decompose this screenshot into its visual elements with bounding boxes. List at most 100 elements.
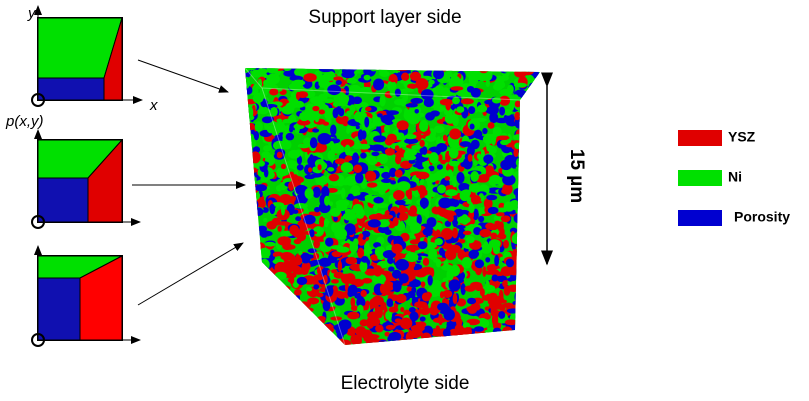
phase-blob: [452, 332, 465, 338]
phase-blob: [334, 228, 348, 240]
phase-blob: [501, 338, 516, 343]
phase-blob: [519, 136, 533, 142]
phase-blob: [266, 125, 276, 134]
phase-blob: [525, 201, 532, 207]
phase-blob: [411, 286, 417, 294]
phase-blob: [501, 188, 511, 195]
phase-blob: [249, 140, 257, 148]
phase-blob: [520, 221, 531, 232]
phase-blob: [252, 314, 267, 323]
phase-blob: [267, 299, 273, 305]
phase-blob: [478, 173, 490, 183]
phase-blob: [395, 259, 409, 271]
phase-blob: [524, 111, 536, 122]
phase-blob: [264, 241, 276, 247]
phase-blob: [521, 223, 527, 229]
phase-blob: [417, 255, 422, 261]
phase-blob: [438, 169, 450, 178]
phase-blob: [386, 133, 397, 144]
phase-blob: [245, 332, 252, 344]
phase-blob: [449, 264, 461, 277]
phase-blob: [540, 208, 546, 215]
phase-blob: [245, 175, 250, 184]
phase-blob: [377, 113, 383, 118]
phase-blob: [538, 234, 540, 244]
phase-blob: [421, 266, 434, 275]
phase-blob: [284, 305, 289, 317]
phase-blob: [400, 306, 405, 313]
phase-blob: [519, 134, 532, 145]
phase-blob: [394, 98, 405, 106]
phase-blob: [257, 160, 266, 167]
phase-blob: [519, 239, 529, 250]
phase-blob: [539, 337, 540, 345]
phase-blob: [532, 159, 540, 166]
phase-blob: [399, 212, 409, 221]
phase-blob: [247, 281, 261, 292]
phase-blob: [352, 96, 362, 105]
phase-blob: [530, 98, 540, 105]
phase-blob: [359, 260, 368, 273]
phase-blob: [520, 179, 526, 185]
phase-blob: [347, 193, 354, 201]
phase-blob: [384, 331, 390, 337]
phase-blob: [374, 68, 386, 70]
phase-blob: [272, 140, 287, 151]
phase-blob: [245, 274, 252, 283]
phase-blob: [342, 344, 356, 345]
phase-blob: [526, 258, 535, 265]
phase-blob: [246, 340, 259, 345]
phase-blob: [526, 312, 532, 323]
phase-blob: [444, 341, 457, 345]
phase-blob: [503, 239, 509, 249]
phase-blob: [535, 92, 540, 103]
phase-blob: [521, 311, 528, 318]
phase-blob: [498, 311, 506, 319]
phase-blob: [358, 344, 365, 345]
phase-blob: [515, 248, 529, 260]
phase-blob: [358, 143, 371, 150]
phase-blob: [255, 257, 260, 268]
phase-blob: [292, 311, 305, 320]
phase-blob: [245, 271, 251, 282]
phase-blob: [461, 338, 471, 345]
phase-blob: [251, 314, 262, 322]
phase-blob: [466, 318, 481, 326]
phase-blob: [282, 118, 293, 124]
phase-blob: [482, 266, 487, 277]
phase-blob: [312, 128, 320, 133]
phase-blob: [245, 320, 247, 333]
phase-blob: [507, 339, 520, 345]
phase-blob: [269, 88, 279, 96]
phase-blob: [523, 257, 530, 269]
phase-blob: [247, 274, 253, 285]
phase-blob: [516, 265, 524, 273]
phase-blob: [323, 218, 329, 228]
phase-blob: [509, 341, 521, 345]
phase-blob: [294, 122, 300, 134]
phase-blob: [245, 240, 246, 246]
phase-blob: [514, 142, 522, 150]
phase-blob: [245, 128, 252, 138]
phase-blob: [519, 115, 524, 123]
phase-blob: [379, 283, 386, 294]
phase-blob: [538, 331, 540, 339]
phase-blob: [493, 346, 499, 351]
phase-blob: [478, 68, 489, 74]
phase-blob: [260, 324, 268, 334]
phase-blob: [320, 335, 325, 345]
phase-blob: [278, 55, 284, 66]
legend-label: Ni: [728, 169, 742, 185]
phase-blob: [371, 151, 380, 157]
phase-blob: [334, 98, 340, 107]
phase-blob: [416, 214, 422, 225]
phase-blob: [350, 297, 356, 307]
phase-blob: [488, 345, 498, 354]
phase-blob: [456, 106, 465, 113]
phase-blob: [314, 206, 321, 213]
phase-blob: [466, 236, 475, 244]
phase-blob: [260, 231, 268, 238]
cube-edges: [244, 67, 521, 346]
phase-blob: [485, 222, 495, 230]
phase-blob: [534, 88, 540, 96]
